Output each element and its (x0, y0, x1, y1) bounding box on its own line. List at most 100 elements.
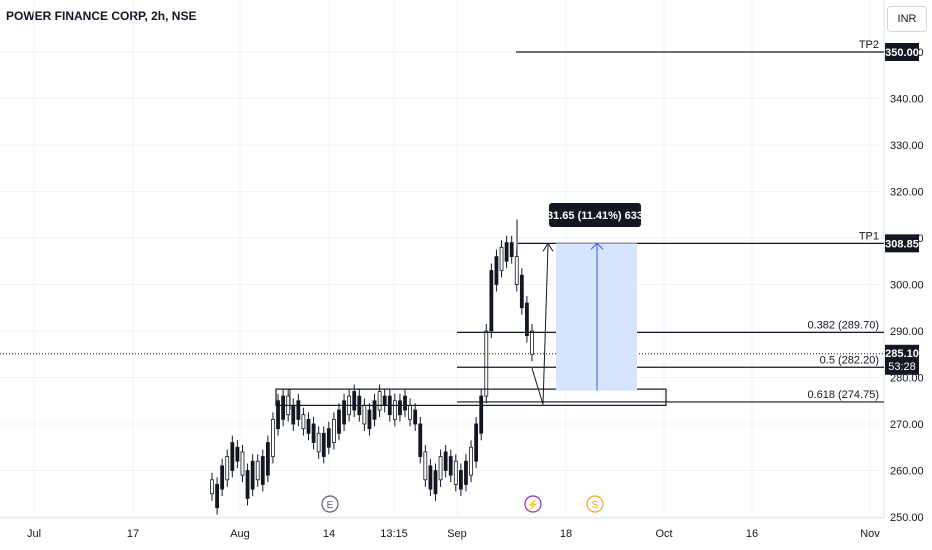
candle-body (276, 400, 280, 430)
level-price-tag-text: 350.00 (885, 47, 919, 59)
event-marker-label: S (592, 500, 599, 511)
candle-body (433, 470, 438, 495)
x-tick-label: Nov (860, 528, 880, 540)
candle-body (220, 465, 225, 490)
candle-body (423, 451, 428, 481)
candle-body (367, 409, 372, 430)
measure-tooltip (549, 203, 641, 227)
x-tick-label: 14 (323, 528, 335, 540)
y-tick-label: 320.00 (890, 187, 924, 199)
y-tick-label: 300.00 (890, 280, 924, 292)
level-price-tag-text: 308.85 (885, 238, 919, 250)
currency-button[interactable]: INR (887, 6, 927, 32)
candle-body (235, 446, 240, 462)
candle-body (225, 456, 230, 481)
candle-body (428, 465, 433, 490)
x-tick-label: Aug (230, 528, 250, 540)
candle-body (372, 400, 377, 420)
countdown-text: 53:28 (888, 361, 916, 373)
current-price-tag (885, 344, 919, 375)
x-tick-label: 16 (746, 528, 758, 540)
candle-body (469, 446, 473, 476)
event-marker-split (524, 495, 542, 513)
candle-body (453, 460, 458, 485)
candle-body (332, 418, 336, 444)
support-zone-box (275, 388, 667, 406)
y-tick-label: 290.00 (890, 326, 924, 338)
y-tick-label: 270.00 (890, 419, 924, 431)
projection-arrowhead (590, 242, 604, 250)
event-marker-label: E (327, 500, 334, 511)
candle-body (210, 479, 214, 495)
candle-body (326, 428, 331, 448)
candle-body (474, 423, 479, 462)
candle-body (413, 409, 418, 425)
candle-body (291, 404, 296, 425)
candle-body (525, 302, 529, 337)
candle-body (530, 330, 534, 355)
candle-body (342, 400, 346, 425)
x-tick-label: 18 (560, 528, 572, 540)
y-tick-label: 340.00 (890, 94, 924, 106)
candle-body (255, 460, 260, 481)
candle-body (215, 484, 219, 509)
candle-body (377, 391, 382, 411)
candle-body (494, 256, 499, 285)
candle-body (321, 432, 326, 457)
candle-body (337, 409, 341, 434)
y-tick-label: 280.00 (890, 373, 924, 385)
level-label: 0.5 (282.20) (820, 354, 879, 366)
y-tick-label: 250.00 (890, 512, 924, 524)
path-arrow (531, 245, 549, 405)
level-label: TP2 (859, 39, 879, 51)
event-marker-earnings (321, 495, 339, 513)
candle-body (438, 456, 443, 481)
candle-body (230, 442, 235, 471)
candle-body (271, 418, 275, 457)
candle-body (352, 391, 357, 411)
level-label: 0.382 (289.70) (807, 319, 879, 331)
level-price-tag (885, 234, 919, 253)
y-tick-label: 260.00 (890, 466, 924, 478)
candle-body (499, 246, 504, 271)
candle-body (362, 404, 367, 425)
candle-body (403, 395, 407, 411)
x-tick-label: Jul (27, 528, 41, 540)
current-price-text: 285.10 (885, 348, 919, 360)
candle-body (316, 432, 321, 453)
candle-body (281, 395, 286, 420)
candle-body (479, 395, 484, 434)
candle-body (301, 414, 306, 430)
candle-body (443, 451, 448, 471)
candle-body (448, 456, 453, 476)
candle-body (265, 442, 270, 476)
candle-body (296, 400, 301, 420)
candle-body (504, 242, 509, 262)
level-label: TP1 (859, 230, 879, 242)
candle-body (484, 330, 489, 397)
measure-tooltip-text: 31.65 (11.41%) 633 (547, 210, 643, 222)
path-arrowhead (542, 242, 554, 252)
y-tick-label: 330.00 (890, 140, 924, 152)
candle-body (514, 256, 519, 285)
candle-body (306, 418, 311, 434)
x-tick-label: 17 (127, 528, 139, 540)
x-tick-label: 13:15 (380, 528, 408, 540)
x-tick-label: Oct (655, 528, 672, 540)
candle-body (458, 470, 463, 490)
candle-body (408, 404, 412, 420)
candle-body (260, 456, 265, 485)
level-price-tag (885, 43, 919, 61)
x-tick-label: Sep (447, 528, 467, 540)
candle-body (519, 274, 524, 309)
candle-body (240, 451, 245, 476)
candle-body (392, 400, 397, 420)
candle-body (464, 460, 468, 485)
candle-body (398, 400, 402, 416)
candle-body (418, 423, 423, 457)
candle-body (382, 395, 387, 406)
candle-body (245, 470, 250, 499)
candle-body (489, 270, 494, 332)
level-label: 0.618 (274.75) (807, 389, 879, 401)
